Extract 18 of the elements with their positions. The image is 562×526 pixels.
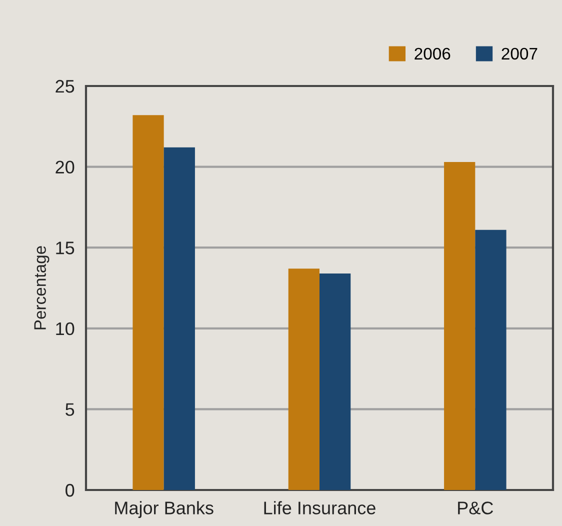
y-tick-label: 15 — [56, 242, 74, 254]
y-tick-label: 5 — [66, 403, 74, 416]
y-axis-title: Percentage — [34, 246, 50, 330]
x-tick-label: Major Banks — [115, 501, 214, 518]
y-tick-label: 20 — [56, 160, 74, 174]
bar — [164, 147, 195, 490]
bar — [320, 273, 351, 490]
legend-label: 2006 — [414, 48, 450, 60]
bar — [288, 268, 320, 490]
legend-label: 2007 — [502, 48, 538, 60]
bar — [475, 230, 506, 490]
y-tick-label: 25 — [56, 80, 74, 93]
x-tick-label: Life Insurance — [264, 501, 376, 514]
y-tick-label: 0 — [66, 484, 74, 497]
y-tick-label: 10 — [56, 322, 74, 336]
bar — [444, 162, 476, 490]
bar — [132, 115, 164, 490]
x-tick-label: P&C — [458, 502, 494, 514]
